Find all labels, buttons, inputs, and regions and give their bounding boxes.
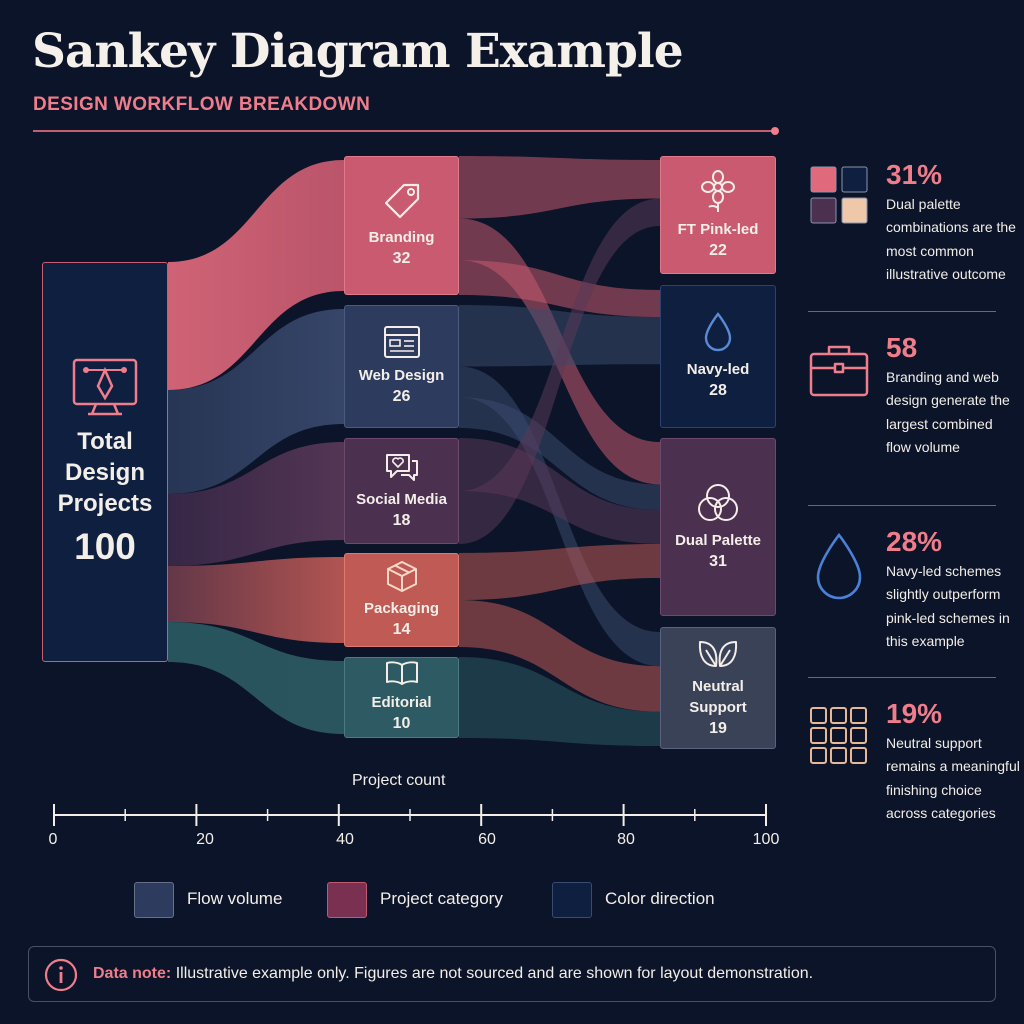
flow-branding-to-navy_led	[459, 260, 660, 317]
flow-web_design	[168, 309, 344, 494]
drop-icon	[704, 312, 732, 352]
node-editorial-value: 10	[392, 715, 411, 732]
chat-heart-icon	[385, 453, 418, 481]
info-icon	[44, 958, 78, 992]
legend-swatch-project-category	[327, 882, 367, 918]
node-branding-label: Branding	[368, 229, 435, 246]
node-pink-led[interactable]: FT Pink-led 22	[660, 156, 776, 274]
node-neutral-label: Neutral Support	[689, 678, 747, 716]
header-divider-dot	[771, 127, 779, 135]
node-total-label: Total Design Projects	[57, 427, 153, 517]
node-web-design[interactable]: Web Design 26	[344, 305, 459, 428]
node-branding[interactable]: Branding 32	[344, 156, 459, 295]
flow-web_design-to-dual_palette	[459, 397, 660, 510]
insight-divider	[808, 677, 996, 678]
x-tick-label: 100	[752, 831, 780, 848]
insight-divider	[808, 311, 996, 312]
insight-4: 19% Neutral support remains a meaningful…	[886, 698, 1021, 825]
monitor-pen-icon	[72, 358, 138, 415]
node-editorial[interactable]: Editorial 10	[344, 657, 459, 738]
node-editorial-label: Editorial	[371, 694, 432, 711]
node-navy-led-label: Navy-led	[686, 361, 750, 378]
flow-social_media	[168, 442, 344, 566]
box-icon	[386, 560, 417, 592]
palette-swatches-icon	[810, 166, 870, 231]
insight-1-value: 31%	[886, 159, 943, 190]
node-neutral-value: 19	[709, 720, 727, 737]
legend-label-color-direction: Color direction	[605, 889, 715, 908]
data-note-box	[28, 946, 996, 1002]
flower-icon	[701, 169, 735, 212]
flow-social_media-to-pink_led	[459, 198, 660, 544]
flow-packaging-to-dual_palette	[459, 544, 660, 600]
flow-branding-to-pink_led	[459, 156, 660, 219]
node-pink-led-label: FT Pink-led	[677, 220, 759, 238]
leaves-icon	[698, 641, 738, 667]
node-social-media-label: Social Media	[356, 490, 447, 508]
flow-packaging	[168, 557, 344, 643]
insight-3-text: Navy-led schemes slightly outperform pin…	[886, 563, 1010, 649]
insight-3-value: 28%	[886, 526, 943, 557]
node-packaging-value: 14	[392, 620, 411, 638]
x-tick-label: 80	[617, 831, 635, 848]
node-total-projects[interactable]: Total Design Projects 100	[42, 262, 168, 662]
insight-4-value: 19%	[886, 698, 943, 729]
insight-1-text: Dual palette combinations are the most c…	[886, 196, 1016, 282]
insight-2-value: 58	[886, 332, 918, 363]
data-note-text: Data note: Illustrative example only. Fi…	[93, 965, 813, 983]
node-dual-palette[interactable]: Dual Palette 31	[660, 438, 776, 616]
legend-label-flow-volume: Flow volume	[187, 889, 283, 908]
data-note-body: Illustrative example only. Figures are n…	[175, 965, 814, 982]
node-navy-led[interactable]: Navy-led 28	[660, 285, 776, 428]
header-divider	[33, 130, 775, 132]
flow-packaging-to-neutral	[459, 600, 660, 712]
insight-2: 58 Branding and web design generate the …	[886, 332, 1021, 459]
node-packaging[interactable]: Packaging 14	[344, 553, 459, 647]
legend-swatch-flow-volume	[134, 882, 174, 918]
page-title: Sankey Diagram Example	[32, 24, 684, 79]
insight-3: 28% Navy-led schemes slightly outperform…	[886, 526, 1021, 653]
insight-4-text: Neutral support remains a meaningful fin…	[886, 735, 1020, 821]
node-total-value: 100	[74, 525, 136, 567]
page-subtitle: DESIGN WORKFLOW BREAKDOWN	[33, 94, 371, 115]
browser-window-icon	[383, 326, 420, 358]
flow-editorial-to-neutral	[459, 657, 660, 746]
insight-1: 31% Dual palette combinations are the mo…	[886, 159, 1021, 286]
tag-icon	[384, 183, 419, 219]
open-book-icon	[385, 661, 418, 685]
node-branding-value: 32	[392, 250, 411, 267]
insight-divider	[808, 505, 996, 506]
x-tick-label: 40	[336, 831, 354, 848]
flow-editorial	[168, 622, 344, 734]
node-dual-palette-label: Dual Palette	[675, 531, 761, 549]
node-social-media-value: 18	[392, 511, 411, 529]
data-note-label: Data note:	[93, 965, 172, 982]
grid-icon	[809, 706, 869, 771]
node-navy-led-value: 28	[709, 382, 727, 399]
drop-icon	[814, 532, 864, 607]
x-tick-label: 0	[48, 831, 58, 848]
x-tick-label: 60	[478, 831, 496, 848]
node-dual-palette-value: 31	[709, 552, 727, 570]
node-packaging-label: Packaging	[363, 599, 440, 617]
node-social-media[interactable]: Social Media 18	[344, 438, 459, 544]
circles-icon	[698, 483, 738, 521]
insight-2-text: Branding and web design generate the lar…	[886, 369, 1010, 455]
legend-swatch-color-direction	[552, 882, 592, 918]
node-pink-led-value: 22	[709, 241, 727, 259]
node-web-design-value: 26	[392, 388, 411, 405]
node-neutral-support[interactable]: Neutral Support 19	[660, 627, 776, 749]
flow-branding	[168, 160, 344, 390]
node-web-design-label: Web Design	[358, 367, 445, 384]
briefcase-icon	[809, 342, 869, 403]
x-tick-label: 20	[196, 831, 214, 848]
flow-web_design-to-navy_led	[459, 305, 660, 367]
legend-label-project-category: Project category	[380, 889, 503, 908]
x-axis-label: Project count	[352, 772, 446, 789]
